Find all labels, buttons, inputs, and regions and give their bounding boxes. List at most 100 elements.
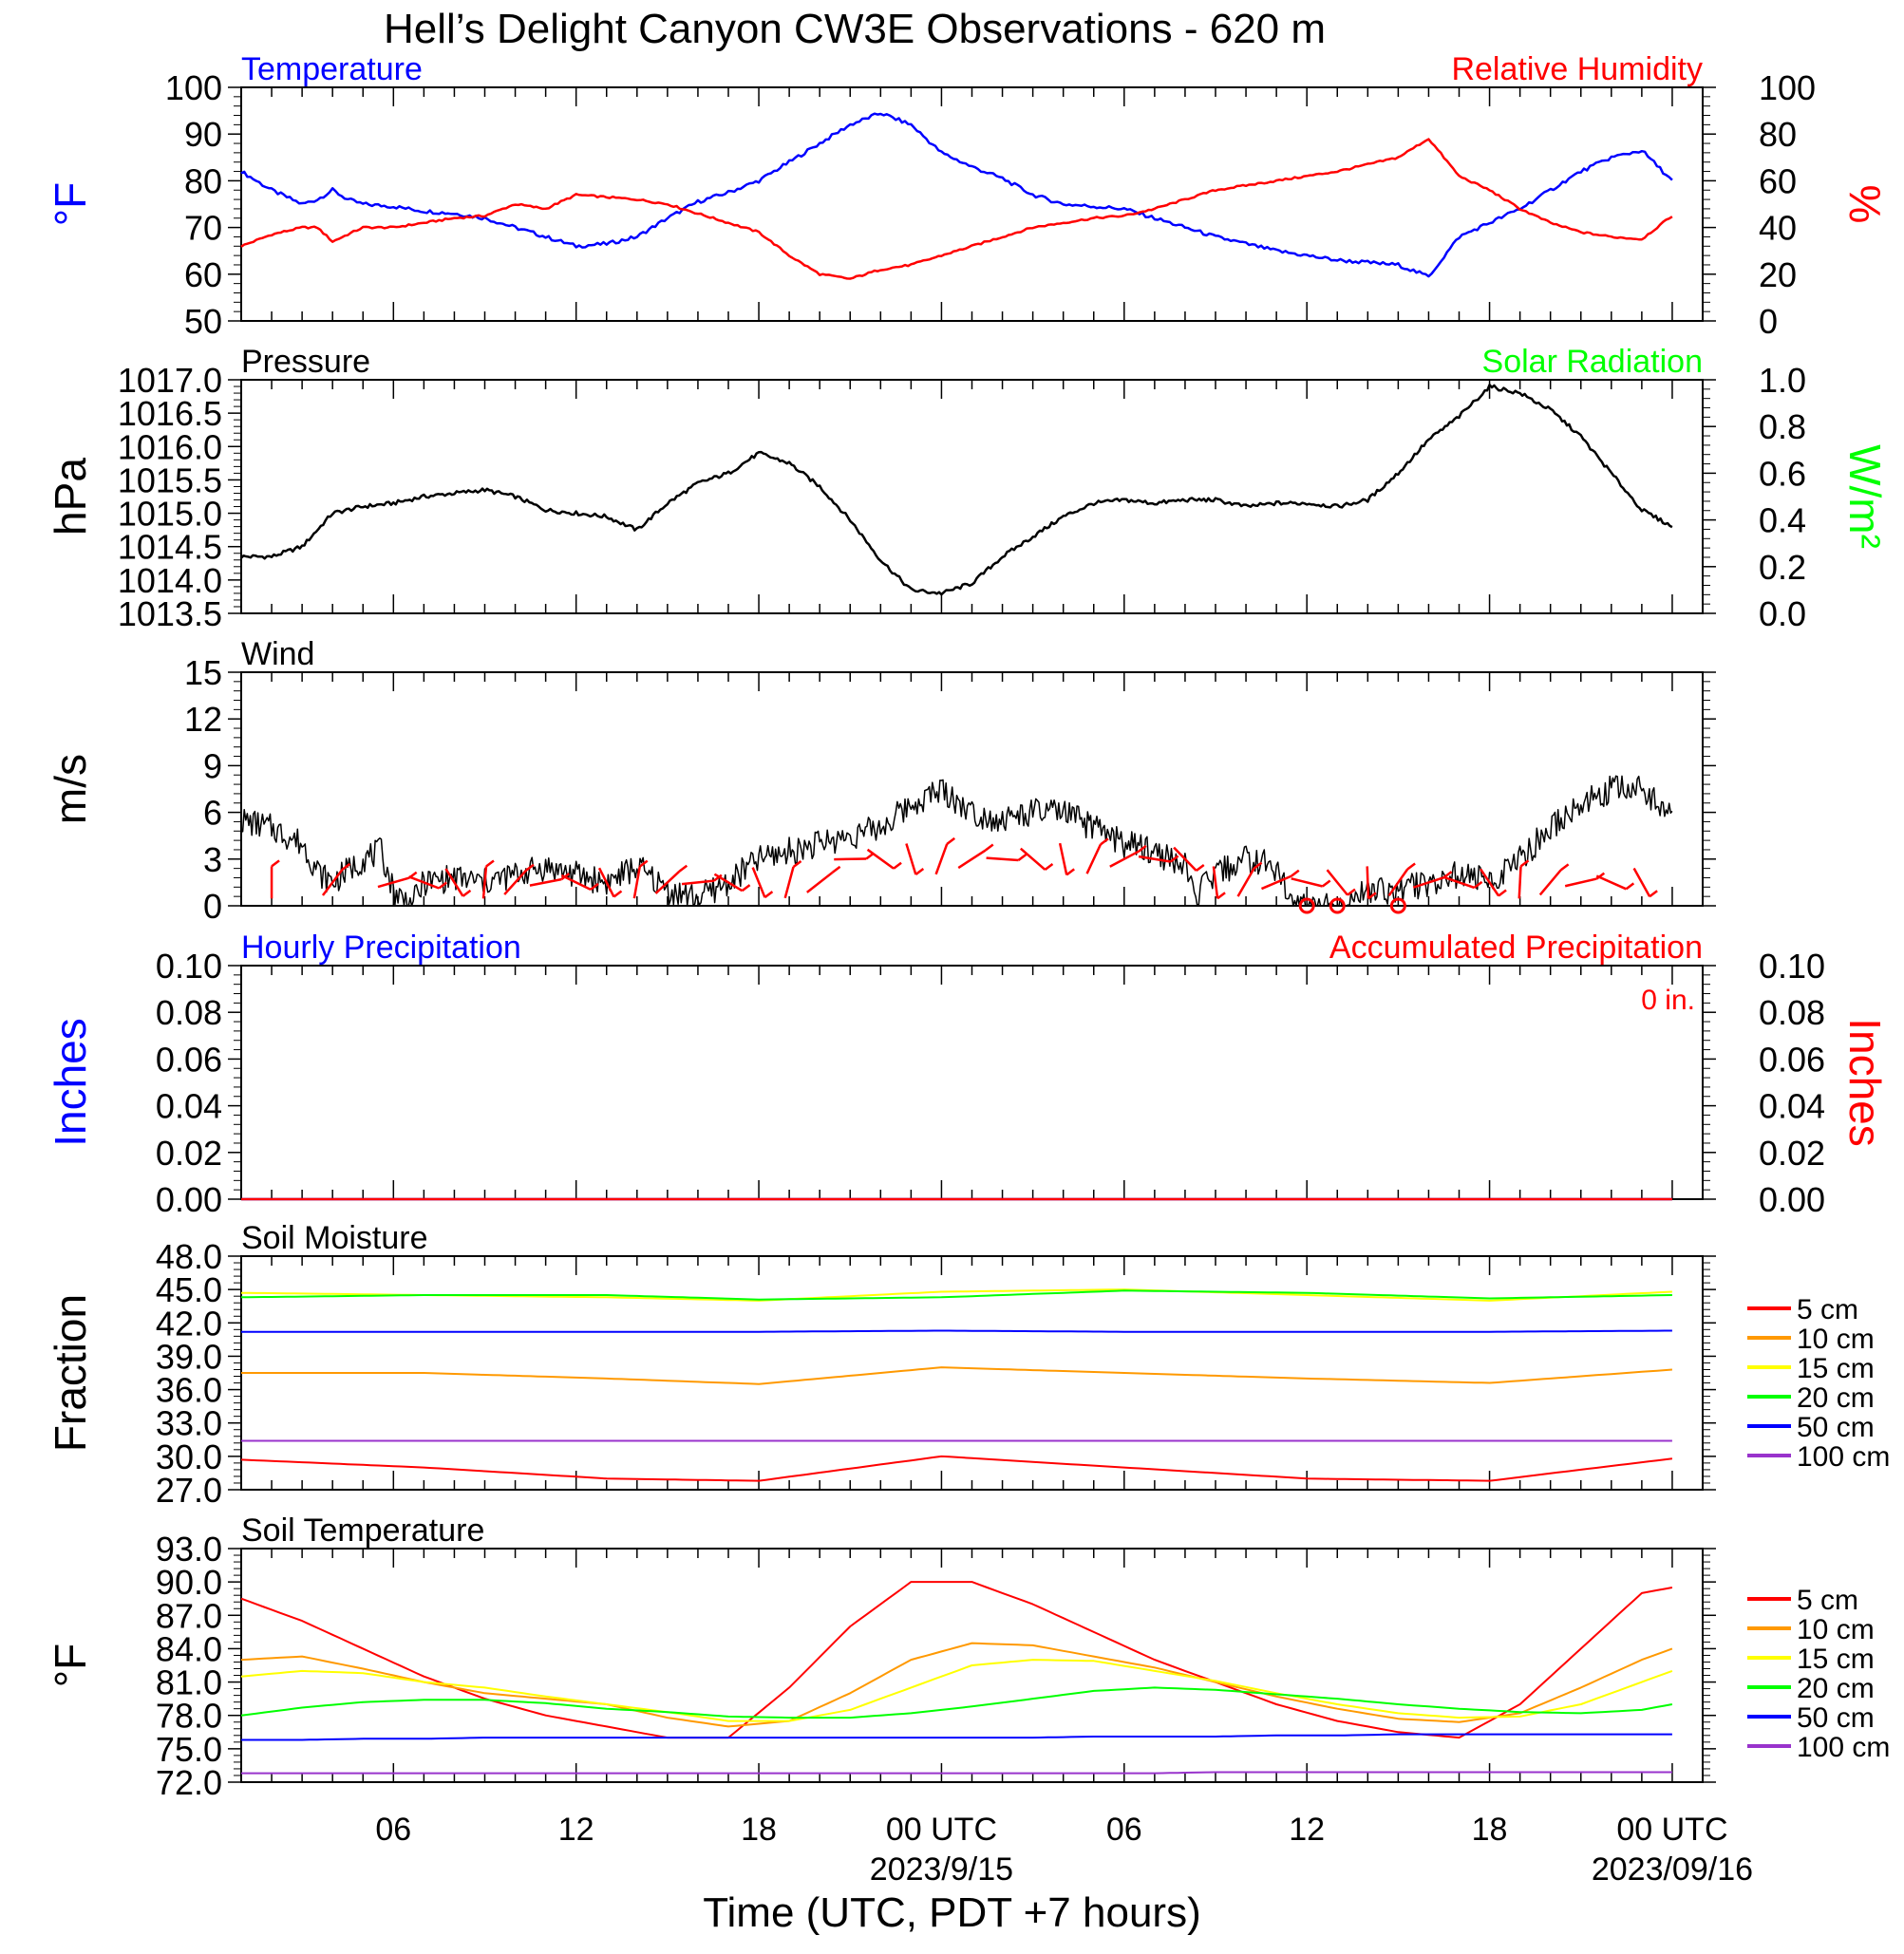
wind-barb-flag (1473, 880, 1483, 889)
wind-barb (321, 869, 344, 896)
wind-y-tick-label: 3 (203, 840, 222, 879)
precipitation-y2-tick-label: 0.04 (1759, 1087, 1825, 1126)
wind-barb (1387, 868, 1409, 897)
chart-title: Hell’s Delight Canyon CW3E Observations … (383, 6, 1327, 52)
wind-y-axis-title: m/s (46, 754, 95, 824)
wind-barb-flag (763, 891, 774, 899)
soil_temperature-y-tick-label: 75.0 (156, 1730, 222, 1769)
soil_moisture-y-tick-label: 45.0 (156, 1270, 222, 1309)
soil_moisture-legend-label: 15 cm (1797, 1353, 1875, 1384)
wind-barb-flag (893, 861, 902, 870)
wind-barb (834, 857, 867, 861)
temperature_humidity-series-line (240, 112, 1673, 278)
soil_moisture-legend-label: 10 cm (1797, 1324, 1875, 1355)
pressure_solar-y-tick-label: 1015.0 (118, 495, 222, 534)
soil_moisture-legend-label: 20 cm (1797, 1382, 1875, 1414)
precipitation-y2-tick-label: 0.06 (1759, 1040, 1825, 1079)
x-tick-label: 06 (375, 1812, 411, 1848)
pressure_solar-y-axis-title: hPa (46, 458, 95, 535)
wind-barb-flag (678, 864, 688, 873)
wind-barb-flag (1498, 889, 1507, 897)
wind-barb (1538, 869, 1562, 896)
precipitation-y2-tick-label: 0.08 (1759, 993, 1825, 1032)
wind-barb (1058, 842, 1068, 875)
pressure_solar-y-tick-label: 1014.0 (118, 561, 222, 600)
wind-barb-flag (639, 859, 649, 868)
wind-barb-flag (946, 836, 956, 845)
precipitation-y2-tick-label: 0.10 (1759, 947, 1825, 986)
soil_temperature-y-tick-label: 81.0 (156, 1663, 222, 1702)
soil_temperature-series-line (241, 1771, 1672, 1775)
x-tick-label: 06 (1106, 1812, 1142, 1848)
wind-y-tick-label: 0 (203, 887, 222, 926)
soil_temperature-legend-label: 20 cm (1797, 1673, 1875, 1704)
soil_moisture-series-line (241, 1329, 1672, 1333)
precipitation-right-title: Accumulated Precipitation (1329, 930, 1703, 966)
precipitation-y2-tick-label: 0.02 (1759, 1134, 1825, 1173)
wind-barb-flag (1406, 862, 1416, 871)
temperature_humidity-y2-tick-label: 60 (1759, 161, 1797, 200)
precipitation-y-tick-label: 0.02 (156, 1134, 222, 1173)
wind-barb (632, 866, 641, 899)
wind-left-title: Wind (241, 636, 314, 672)
wind-barb-flag (1044, 862, 1054, 871)
wind-barb (1138, 855, 1171, 863)
temperature_humidity-y2-tick-label: 100 (1759, 68, 1816, 107)
pressure_solar-y-tick-label: 1017.0 (118, 361, 222, 400)
soil_temperature-legend-label: 100 cm (1797, 1732, 1890, 1763)
wind-barb-flag (1216, 892, 1226, 900)
pressure_solar-y2-tick-label: 0.6 (1759, 454, 1806, 493)
soil_temperature-legend-label: 15 cm (1797, 1644, 1875, 1675)
soil_moisture-y-tick-label: 30.0 (156, 1437, 222, 1476)
wind-barb (1019, 847, 1046, 871)
wind-barb (1412, 875, 1444, 889)
wind-barb (503, 869, 527, 895)
pressure_solar-y-tick-label: 1014.5 (118, 528, 222, 567)
pressure_solar-y2-axis-title: W/m² (1840, 444, 1890, 549)
temperature_humidity-y-tick-label: 100 (165, 68, 222, 107)
wind-barb (806, 871, 834, 893)
pressure_solar-y-tick-label: 1016.5 (118, 394, 222, 433)
wind-barb (1085, 843, 1103, 874)
soil_temperature-series-line (240, 1686, 1673, 1719)
precipitation-y-tick-label: 0.04 (156, 1087, 222, 1126)
soil_temperature-y-tick-label: 87.0 (156, 1596, 222, 1635)
soil_temperature-series-line (240, 1659, 1673, 1722)
wind-barb-flag (485, 859, 495, 868)
precipitation-y2-tick-label: 0.00 (1759, 1180, 1825, 1219)
wind-barb-flag (1100, 837, 1109, 846)
temperature_humidity-y-tick-label: 80 (184, 161, 222, 200)
wind-barb-flag (1347, 888, 1356, 896)
wind-barb (1212, 866, 1219, 899)
wind-barb (377, 876, 409, 889)
temperature_humidity-y-tick-label: 50 (184, 302, 222, 341)
wind-barb (560, 874, 592, 891)
wind-barb-flag (1195, 864, 1205, 873)
x-date-label: 2023/09/16 (1592, 1851, 1753, 1888)
pressure_solar-series-line (240, 384, 1673, 596)
wind-barb (654, 870, 681, 894)
wind-barb-flag (341, 862, 351, 871)
precipitation-y-tick-label: 0.06 (156, 1040, 222, 1079)
precipitation-left-title: Hourly Precipitation (241, 930, 521, 966)
pressure_solar-left-title: Pressure (241, 344, 370, 380)
wind-barb (1595, 874, 1627, 891)
pressure_solar-y2-tick-label: 0.8 (1759, 407, 1806, 446)
wind-barb (866, 848, 895, 870)
soil_temperature-series-line (240, 1642, 1673, 1728)
temperature_humidity-y2-tick-label: 20 (1759, 255, 1797, 294)
soil_temperature-y-tick-label: 72.0 (156, 1763, 222, 1802)
soil_moisture-y-tick-label: 48.0 (156, 1237, 222, 1276)
temperature_humidity-series-line (240, 138, 1673, 280)
x-tick-label: 12 (558, 1812, 594, 1848)
wind-barb (957, 849, 987, 870)
wind-barb (783, 866, 795, 899)
wind-barb-flag (1321, 879, 1331, 888)
wind-barb-flag (590, 882, 599, 891)
wind-barb (1632, 867, 1651, 897)
pressure_solar-y-tick-label: 1016.0 (118, 427, 222, 466)
x-tick-label: 00 UTC (1616, 1812, 1727, 1848)
wind-barb-flag (438, 881, 447, 890)
soil_moisture-y-axis-title: Fraction (46, 1294, 95, 1452)
